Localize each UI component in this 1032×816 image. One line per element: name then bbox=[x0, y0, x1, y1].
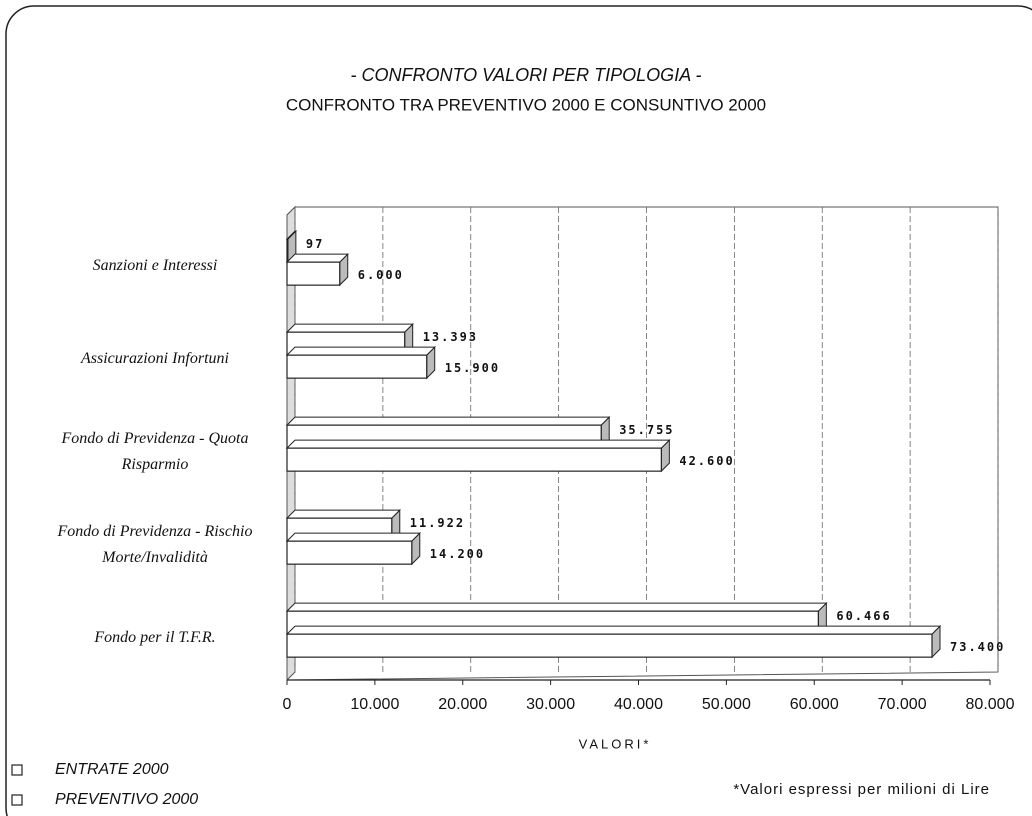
bar-top bbox=[285, 509, 401, 519]
value-label: 11.922 bbox=[410, 516, 465, 530]
value-label: 73.400 bbox=[950, 640, 1005, 654]
value-label: 6.000 bbox=[358, 268, 404, 282]
x-tick-label: 40.000 bbox=[614, 696, 663, 713]
x-tick-label: 50.000 bbox=[702, 696, 751, 713]
x-tick-label: 10.000 bbox=[350, 696, 399, 713]
legend-swatch bbox=[11, 764, 23, 776]
x-tick-label: 80.000 bbox=[966, 696, 1015, 713]
y-tick-label: Fondo di Previdenza - Quota Risparmio bbox=[61, 430, 249, 474]
bar-top bbox=[285, 346, 436, 356]
bar bbox=[286, 633, 933, 658]
bar-top bbox=[285, 416, 611, 426]
bar-top bbox=[285, 625, 942, 635]
value-label: 97 bbox=[306, 237, 324, 251]
chart-subtitle: CONFRONTO TRA PREVENTIVO 2000 E CONSUNTI… bbox=[286, 95, 766, 114]
bar bbox=[286, 238, 289, 263]
value-label: 42.600 bbox=[679, 454, 734, 468]
bar-top bbox=[285, 253, 349, 263]
legend-swatch bbox=[11, 794, 23, 806]
value-label: 60.466 bbox=[836, 609, 891, 623]
bar-top bbox=[285, 323, 414, 333]
x-tick-label: 60.000 bbox=[790, 696, 839, 713]
y-tick-label: Fondo di Previdenza - Rischio Morte/Inva… bbox=[57, 523, 253, 567]
chart-title: - CONFRONTO VALORI PER TIPOLOGIA - bbox=[350, 65, 701, 85]
x-tick-label: 20.000 bbox=[438, 696, 487, 713]
x-tick-label: 70.000 bbox=[878, 696, 927, 713]
bar-top bbox=[285, 602, 828, 612]
x-axis-label: VALORI* bbox=[579, 736, 652, 751]
bar-top bbox=[285, 532, 421, 542]
bar bbox=[286, 540, 413, 565]
legend-label: PREVENTIVO 2000 bbox=[55, 791, 198, 808]
value-label: 13.393 bbox=[423, 330, 478, 344]
y-tick-label: Assicurazioni Infortuni bbox=[80, 350, 229, 368]
x-tick-label: 0 bbox=[283, 696, 292, 713]
bar bbox=[286, 447, 662, 472]
footnote: *Valori espressi per milioni di Lire bbox=[733, 781, 990, 798]
bar bbox=[286, 261, 341, 286]
value-label: 35.755 bbox=[619, 423, 674, 437]
bar-top bbox=[285, 439, 671, 449]
value-label: 14.200 bbox=[430, 547, 485, 561]
value-label: 15.900 bbox=[445, 361, 500, 375]
y-tick-label: Fondo per il T.F.R. bbox=[94, 629, 216, 647]
legend-label: ENTRATE 2000 bbox=[55, 761, 169, 778]
frame bbox=[5, 5, 1032, 816]
x-tick-label: 30.000 bbox=[526, 696, 575, 713]
bar bbox=[286, 354, 428, 379]
y-tick-label: Sanzioni e Interessi bbox=[92, 257, 218, 275]
